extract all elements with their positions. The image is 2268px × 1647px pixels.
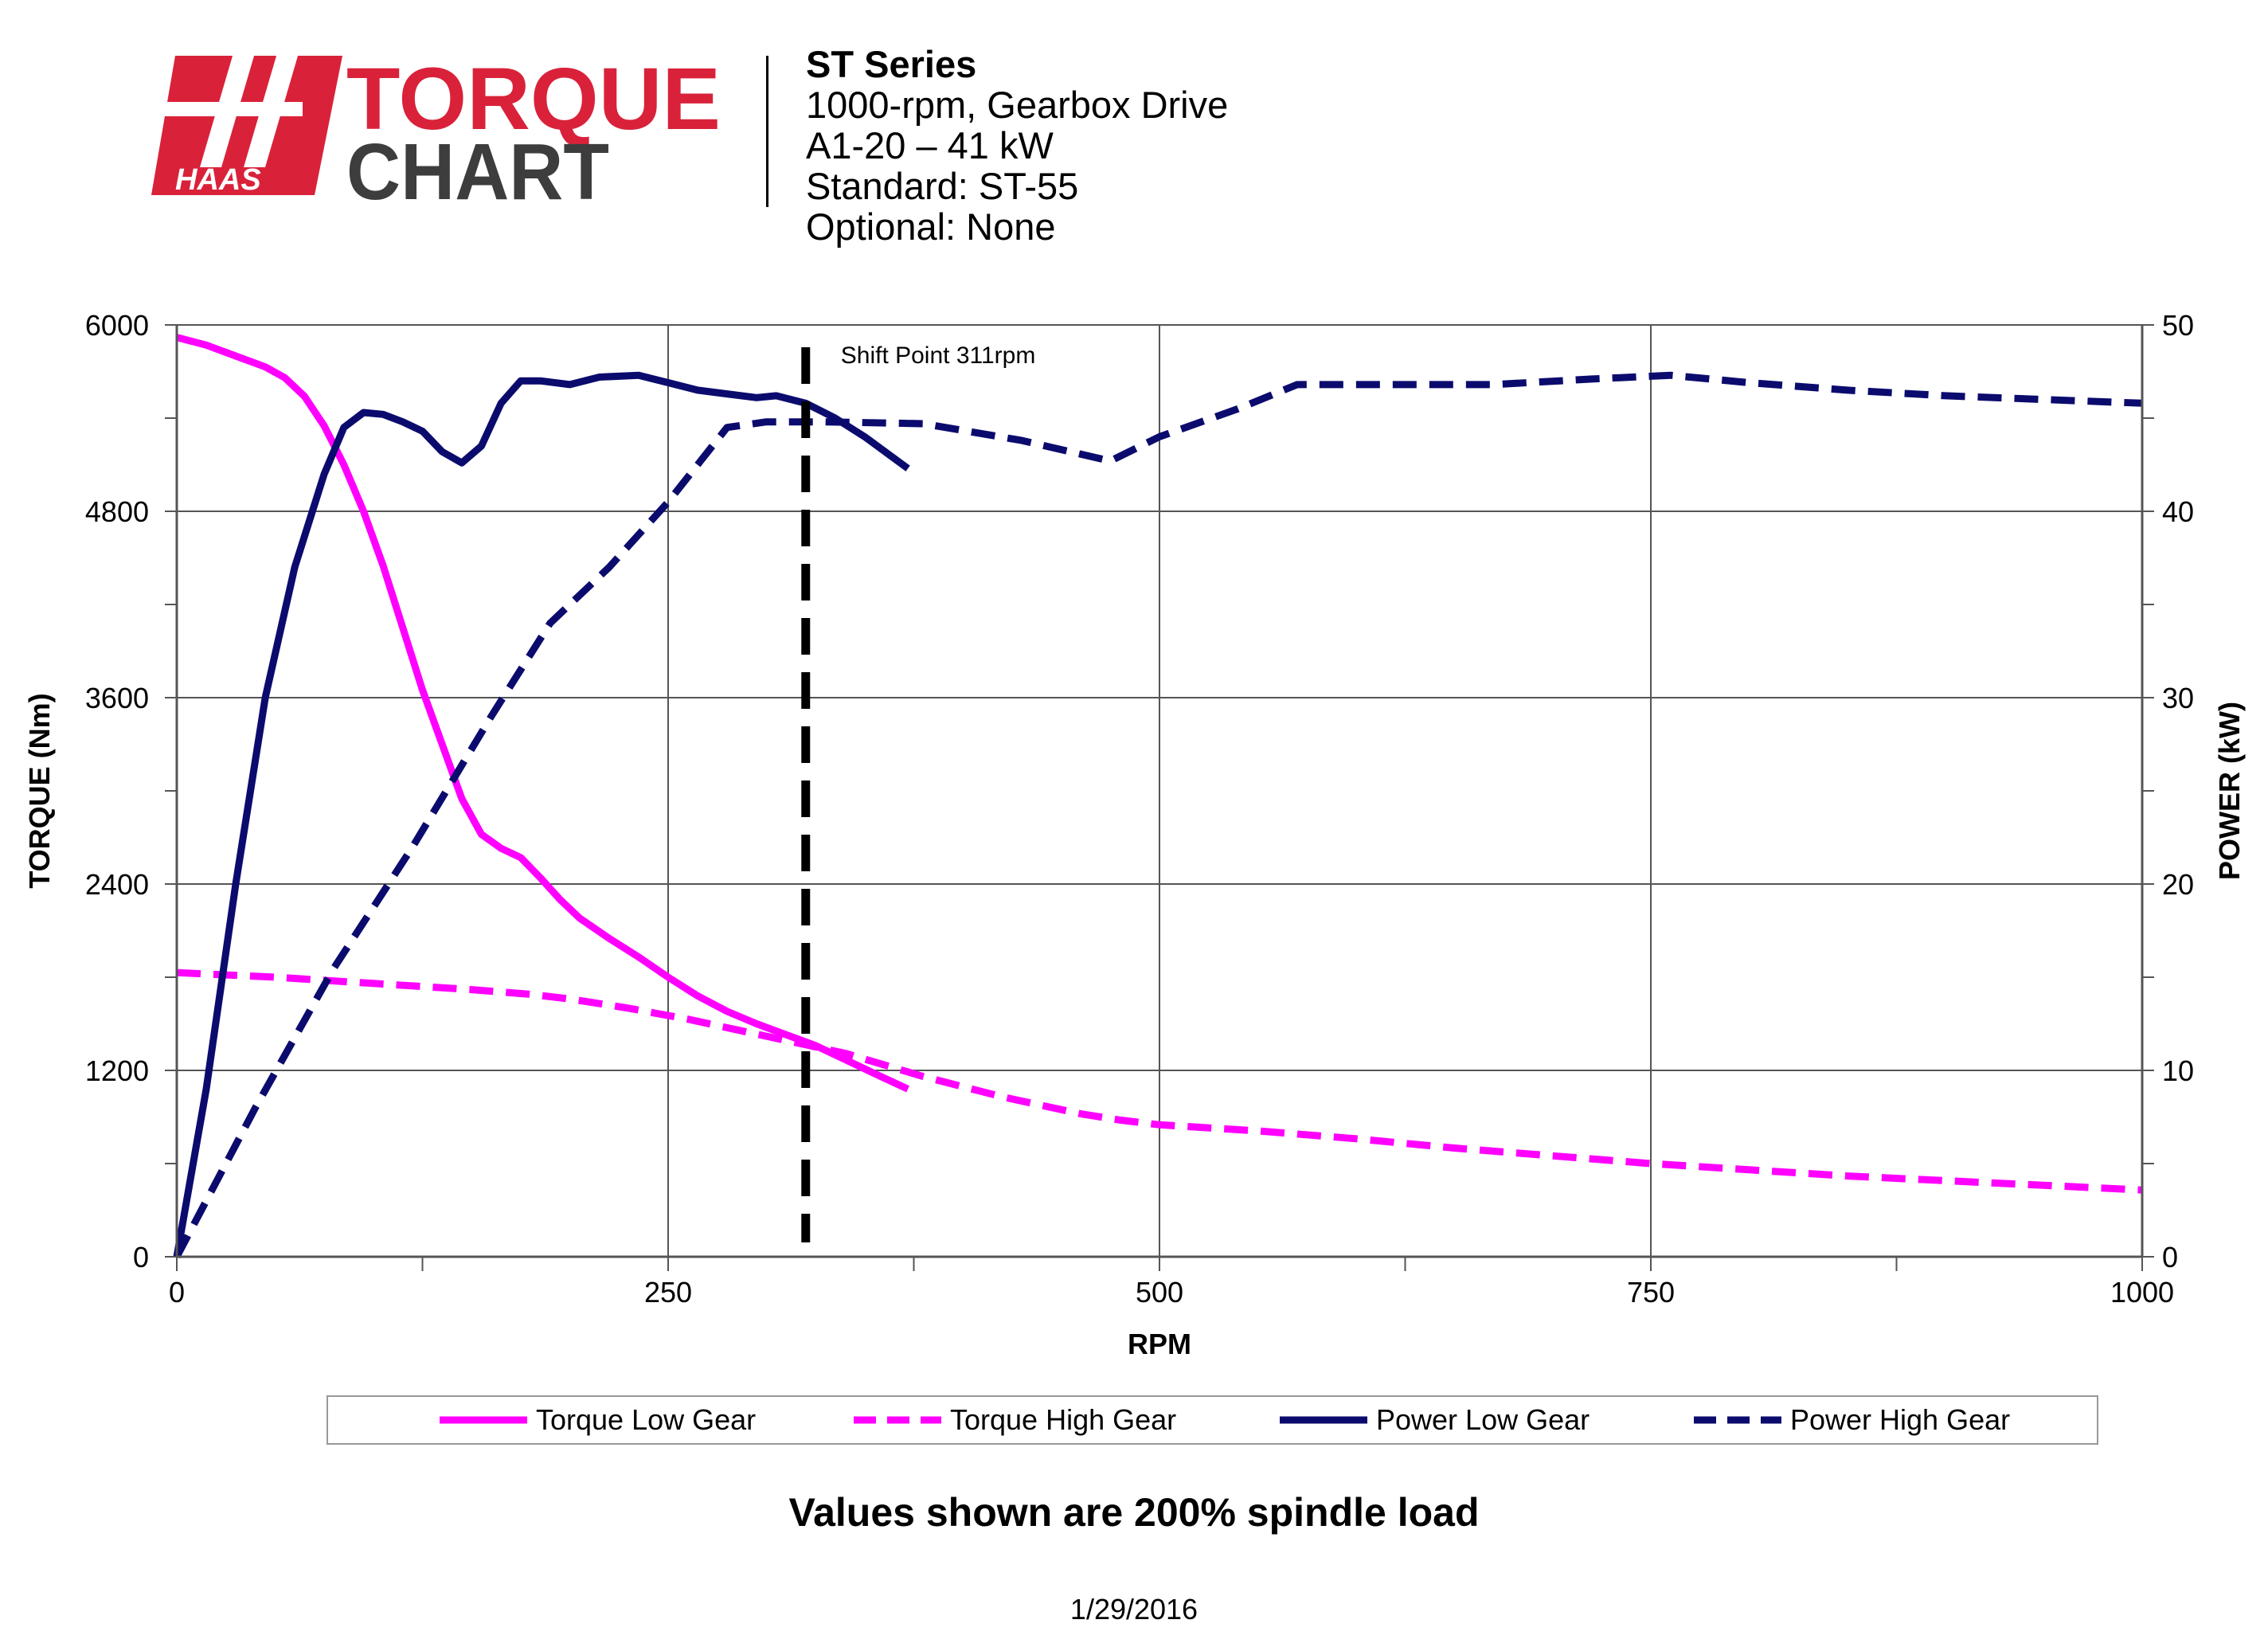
legend-swatch-torque-low <box>440 1416 527 1424</box>
legend-label-torque-low: Torque Low Gear <box>536 1403 757 1436</box>
legend-swatch-power-low <box>1280 1416 1367 1424</box>
x-tick-label: 500 <box>1136 1276 1183 1309</box>
legend-item-power-high-gear: Power High Gear <box>1690 1397 2010 1443</box>
legend-item-torque-high-gear: Torque High Gear <box>850 1397 1176 1443</box>
y-tick-label-right: 0 <box>2162 1241 2178 1273</box>
x-tick-label: 0 <box>169 1276 185 1309</box>
footnote-spindle-load: Values shown are 200% spindle load <box>788 1490 1480 1535</box>
series-line-torque-high-gear <box>176 968 2143 1194</box>
series-line-torque-low-gear <box>175 334 909 1093</box>
x-tick-label: 250 <box>644 1276 692 1309</box>
chart-axes: 0 250 500 750 100001200240036004800600001020… <box>23 309 2246 1360</box>
header-line-drive: 1000-rpm, Gearbox Drive <box>806 84 1229 126</box>
chart-date: 1/29/2016 <box>1069 1593 1199 1625</box>
y-tick-label-left: 2400 <box>85 868 149 901</box>
y-tick-label-right: 50 <box>2162 309 2194 342</box>
y-tick-label-left: 1200 <box>85 1054 149 1087</box>
torque-power-chart: 0 250 500 750 100001200240036004800600001020… <box>23 309 2246 1360</box>
y-tick-label-left: 0 <box>133 1241 149 1273</box>
y-tick-label-right: 30 <box>2162 682 2194 714</box>
series-line-power-low-gear <box>173 371 910 1258</box>
legend-item-power-low-gear: Power Low Gear <box>1276 1397 1590 1443</box>
y-axis-title-right: POWER (kW) <box>2213 702 2246 880</box>
haas-logo-bar <box>143 102 303 116</box>
legend-item-torque-low-gear: Torque Low Gear <box>436 1397 756 1443</box>
y-tick-label-left: 3600 <box>85 682 149 714</box>
series-line-power-high-gear <box>174 371 2143 1259</box>
y-tick-label-left: 4800 <box>85 495 149 528</box>
chart-grid <box>177 324 2143 1257</box>
legend-swatch-power-high <box>1694 1416 1781 1424</box>
y-tick-label-right: 40 <box>2162 495 2194 528</box>
x-tick-label: 750 <box>1627 1276 1675 1309</box>
legend-label-power-high: Power High Gear <box>1790 1403 2011 1436</box>
logo-torque-text: TORQUE <box>346 50 721 148</box>
legend-label-torque-high: Torque High Gear <box>950 1403 1177 1436</box>
header-divider <box>766 56 768 207</box>
x-axis-title: RPM <box>1128 1328 1191 1360</box>
header-title: ST Series <box>806 43 977 85</box>
haas-logo-red-block <box>151 56 342 195</box>
legend-swatch-torque-high <box>854 1416 941 1424</box>
chart-series-group <box>173 334 2143 1259</box>
chart-legend: Torque Low Gear Torque High Gear Power L… <box>327 1395 2098 1445</box>
y-axis-title-left: TORQUE (Nm) <box>23 693 56 888</box>
header-line-motor: A1-20 – 41 kW <box>806 124 1054 166</box>
header-line-optional: Optional: None <box>806 205 1056 248</box>
header-line-standard: Standard: ST-55 <box>806 165 1079 207</box>
chart-annotation-group: Shift Point 311rpm <box>801 342 1036 1242</box>
logo-chart-text: CHART <box>346 127 609 207</box>
haas-torque-chart-logo: HAAS TORQUE CHART <box>143 48 725 217</box>
y-tick-label-right: 20 <box>2162 868 2194 901</box>
chart-header: ST Series 1000-rpm, Gearbox Drive A1-20 … <box>806 44 1228 247</box>
y-tick-label-right: 10 <box>2162 1054 2194 1087</box>
legend-label-power-low: Power Low Gear <box>1376 1403 1590 1436</box>
haas-brand-text: HAAS <box>175 163 261 197</box>
x-tick-label: 1000 <box>2110 1276 2174 1309</box>
shift-point-label: Shift Point 311rpm <box>841 342 1036 369</box>
y-tick-label-left: 6000 <box>85 309 149 342</box>
